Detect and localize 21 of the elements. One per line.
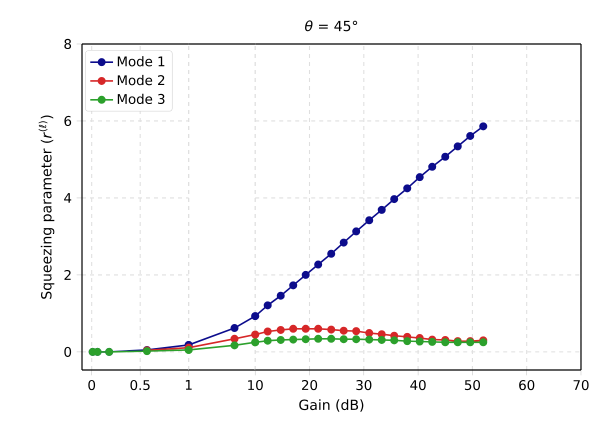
x-tick-label: 1 [186,380,192,390]
x-tick-label: 50 [464,380,480,390]
legend-label: Mode 3 [118,94,164,104]
chart-title: θ = 45° [305,20,358,32]
x-tick-label: 40 [410,380,426,390]
legend-label: Mode 2 [118,74,164,86]
x-tick-label: 70 [574,380,589,390]
y-tick-label: 0 [64,346,72,357]
y-tick-label: 4 [64,193,72,203]
legend-label: Mode 1 [118,56,164,66]
x-axis-title: Gain (dB) [299,399,364,412]
x-tick-label: 0.5 [130,380,150,390]
x-tick-label: 60 [519,380,534,390]
x-tick-label: 30 [356,380,372,390]
x-tick-label: 0 [88,380,96,390]
y-tick-label: 8 [64,38,72,50]
y-tick-label: 6 [64,116,72,126]
x-tick-label: 10 [248,380,263,390]
y-tick-label: 2 [64,270,71,280]
x-tick-label: 20 [302,380,318,390]
y-axis-title: Squeezing parameter (r$^{(ℓ)}$) [38,115,54,299]
